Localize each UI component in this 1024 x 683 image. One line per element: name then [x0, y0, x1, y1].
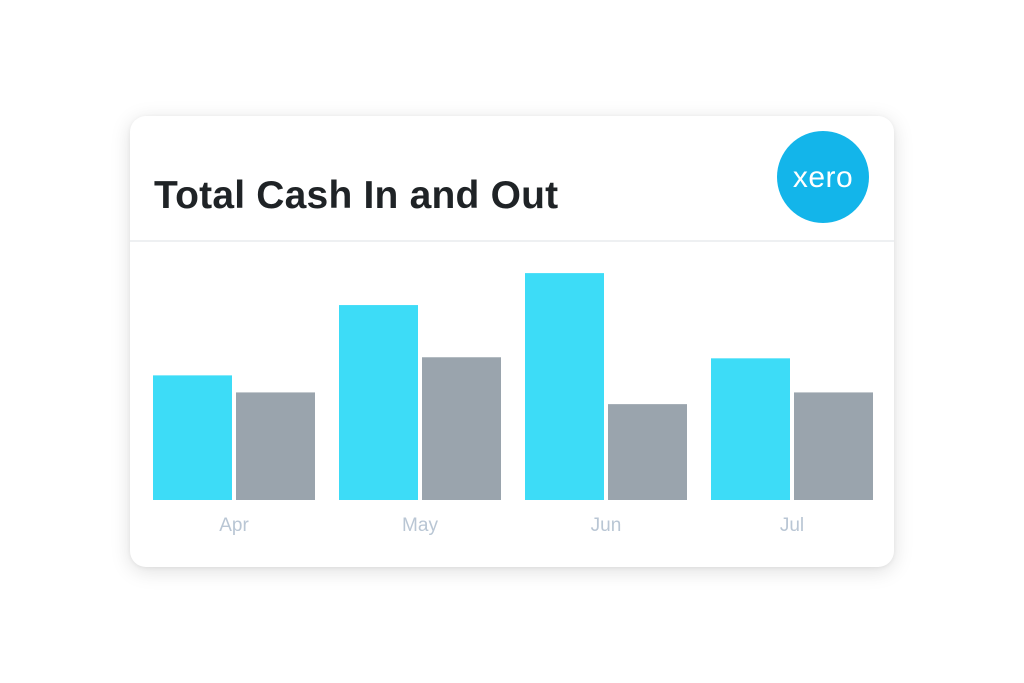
xero-logo-icon: xero [777, 131, 869, 223]
bar-may-cash-in [339, 305, 418, 500]
tick-label-jul: Jul [780, 515, 804, 536]
chart-title: Total Cash In and Out [154, 174, 559, 217]
xero-logo-text: xero [793, 161, 853, 194]
xero-logo-svg: xero [777, 131, 869, 223]
bar-apr-cash-out [236, 392, 315, 500]
tick-label-jun: Jun [591, 515, 622, 536]
tick-label-may: May [402, 515, 438, 536]
bar-jul-cash-out [794, 392, 873, 500]
bar-jul-cash-in [711, 358, 790, 500]
bar-may-cash-out [422, 357, 501, 500]
x-axis-tick-labels: Apr May Jun Jul [219, 515, 804, 536]
cash-bar-chart: Apr May Jun Jul [153, 273, 873, 536]
tick-label-apr: Apr [219, 515, 249, 536]
bar-jun-cash-out [608, 404, 687, 500]
cash-chart-card: Total Cash In and Out xero Apr May Jun Jul [130, 116, 894, 567]
xero-logo-circle [777, 131, 869, 223]
header-divider [130, 240, 894, 242]
bar-jun-cash-in [525, 273, 604, 500]
bar-apr-cash-in [153, 375, 232, 500]
bar-group [153, 273, 873, 500]
